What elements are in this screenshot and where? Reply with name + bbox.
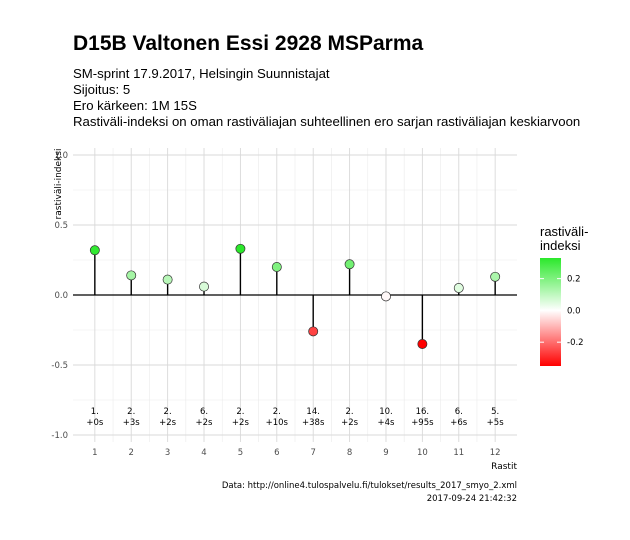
diff-label-9: +4s (377, 418, 395, 428)
x-tick-label: 2 (129, 448, 134, 458)
y-tick-label: 1.0 (54, 151, 68, 161)
rank-label-12: 5. (491, 407, 499, 417)
point-3 (162, 274, 173, 285)
x-tick-label: 12 (490, 448, 501, 458)
diff-label-7: +38s (302, 418, 325, 428)
legend-tick-label: 0.2 (567, 275, 581, 285)
rank-label-1: 1. (91, 407, 99, 417)
legend-tick-label: 0.0 (567, 306, 581, 316)
chart-subtitle: SM-sprint 17.9.2017, Helsingin Suunnista… (73, 66, 580, 130)
diff-label-11: +6s (450, 418, 468, 428)
point-8 (344, 259, 355, 270)
rank-label-11: 6. (455, 407, 463, 417)
x-tick-label: 10 (417, 448, 428, 458)
chart-title: D15B Valtonen Essi 2928 MSParma (73, 32, 424, 55)
y-axis-title: rastiväli-indeksi (54, 149, 64, 220)
y-tick-label: -0.5 (51, 361, 68, 371)
x-tick-label: 4 (201, 448, 206, 458)
caption-source: Data: http://online4.tulospalvelu.fi/tul… (222, 481, 517, 491)
rank-label-8: 2. (346, 407, 354, 417)
point-9 (381, 291, 391, 302)
point-7 (308, 326, 319, 337)
diff-label-3: +2s (159, 418, 177, 428)
x-tick-label: 8 (347, 448, 352, 458)
y-tick-label: -1.0 (51, 431, 68, 441)
legend: rastiväli- indeksi 0.2 0.0 -0.2 (540, 224, 588, 366)
caption-timestamp: 2017-09-24 21:42:32 (427, 494, 517, 504)
chart-marks (73, 243, 517, 349)
rank-label-10: 16. (416, 407, 430, 417)
diff-label-6: +10s (266, 418, 289, 428)
x-axis-title: Rastit (491, 462, 517, 472)
point-labels: 1.+0s2.+3s2.+2s6.+2s2.+2s2.+10s14.+38s2.… (86, 407, 504, 428)
rank-label-3: 2. (164, 407, 172, 417)
subtitle-line-event: SM-sprint 17.9.2017, Helsingin Suunnista… (73, 66, 330, 81)
rank-label-9: 10. (379, 407, 393, 417)
rank-label-4: 6. (200, 407, 208, 417)
x-tick-label: 6 (274, 448, 279, 458)
point-10 (417, 339, 428, 349)
point-4 (199, 281, 209, 292)
diff-label-10: +95s (411, 418, 434, 428)
y-tick-label: 0.0 (54, 291, 68, 301)
axes: 1.00.50.0-0.5-1.01 2 3 4 5 6 7 8 9 10 11 12 (51, 151, 500, 458)
rank-label-5: 2. (236, 407, 244, 417)
rank-label-6: 2. (273, 407, 281, 417)
legend-title-line-1: rastiväli- (540, 224, 588, 239)
legend-color-bar (540, 258, 561, 366)
point-12 (490, 271, 501, 282)
x-tick-label: 3 (165, 448, 170, 458)
point-5 (235, 243, 246, 254)
x-tick-label: 9 (383, 448, 388, 458)
subtitle-line-placement: Sijoitus: 5 (73, 82, 131, 97)
diff-label-4: +2s (196, 418, 214, 428)
x-tick-label: 5 (238, 448, 243, 458)
diff-label-12: +5s (487, 418, 505, 428)
rank-label-7: 14. (306, 407, 320, 417)
x-tick-label: 1 (92, 448, 97, 458)
subtitle-line-description: Rastiväli-indeksi on oman rastiväliajan … (73, 114, 581, 129)
diff-label-1: +0s (86, 418, 104, 428)
diff-label-2: +3s (123, 418, 141, 428)
y-tick-label: 0.5 (54, 221, 68, 231)
point-11 (453, 283, 464, 293)
diff-label-8: +2s (341, 418, 359, 428)
point-1 (89, 245, 100, 256)
legend-tick-label: -0.2 (567, 338, 584, 348)
subtitle-line-gap: Ero kärkeen: 1M 15S (73, 98, 197, 113)
x-tick-label: 11 (453, 448, 464, 458)
point-6 (271, 262, 282, 272)
diff-label-5: +2s (232, 418, 250, 428)
x-tick-label: 7 (310, 448, 315, 458)
point-2 (126, 270, 137, 281)
rank-label-2: 2. (127, 407, 135, 417)
legend-title-line-2: indeksi (540, 238, 581, 253)
legend-ticks: 0.2 0.0 -0.2 (540, 275, 584, 348)
